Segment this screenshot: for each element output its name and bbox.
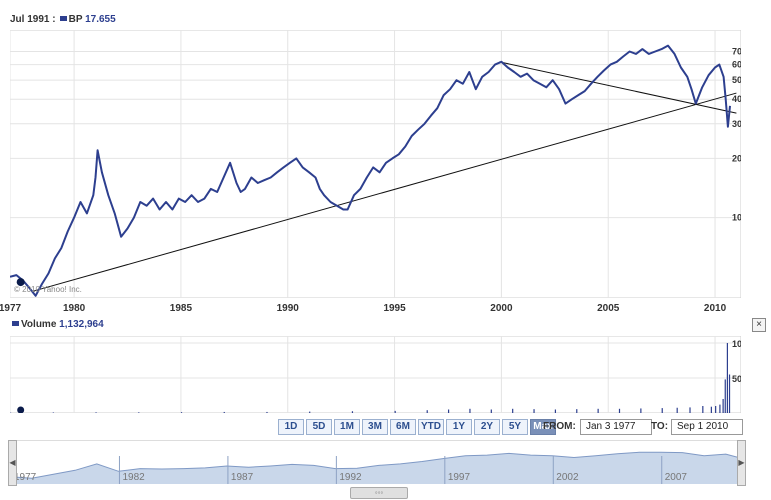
volume-bar <box>469 408 471 413</box>
volume-value: 1,132,964 <box>59 319 104 330</box>
legend-symbol: BP <box>68 14 83 25</box>
navigator-year-label: 2002 <box>556 472 579 483</box>
volume-bar <box>512 408 514 413</box>
volume-bar <box>426 410 428 413</box>
volume-bar <box>722 399 724 413</box>
trendline <box>499 61 737 114</box>
nav-right-handle[interactable]: ▶ <box>737 440 746 486</box>
volume-bar <box>266 411 268 413</box>
navigator-year-label: 1992 <box>339 472 362 483</box>
x-axis: 1977 1980 1985 1990 1995 2000 2005 2010 <box>0 303 727 314</box>
volume-bar <box>309 411 311 413</box>
volume-bar <box>661 408 663 413</box>
volume-bar <box>95 412 97 413</box>
price-plot-area <box>10 30 741 298</box>
range-button-6m[interactable]: 6M <box>390 419 416 435</box>
volume-series-swatch <box>12 321 19 327</box>
navigator-chart[interactable]: 1977 1982 1987 1992 1997 2002 2007 <box>10 440 741 484</box>
price-chart[interactable]: 10 20 30 40 50 60 70 © 2010 Yahoo! Inc. <box>10 30 741 298</box>
navigator-line <box>10 451 741 479</box>
copyright-text: © 2010 Yahoo! Inc. <box>14 285 82 294</box>
navigator-year-label: 1977 <box>14 472 37 483</box>
volume-tick-label: 50M <box>732 374 741 384</box>
volume-bar <box>394 410 396 413</box>
y-tick-label: 70 <box>732 46 741 56</box>
volume-event-marker <box>17 406 25 413</box>
x-tick-label: 1985 <box>170 303 193 314</box>
volume-plot-area <box>10 336 741 413</box>
trendline <box>31 92 737 293</box>
y-tick-label: 40 <box>732 94 741 104</box>
navigator-year-label: 1982 <box>122 472 145 483</box>
volume-bar <box>726 343 728 413</box>
volume-bar <box>533 409 535 413</box>
navigator-scrollbar[interactable]: ◦◦◦ <box>350 487 408 499</box>
y-tick-label: 60 <box>732 60 741 70</box>
range-button-5y[interactable]: 5Y <box>502 419 528 435</box>
range-button-1d[interactable]: 1D <box>278 419 304 435</box>
volume-bar <box>702 406 704 413</box>
legend-value: 17.655 <box>85 14 116 25</box>
navigator-year-label: 1987 <box>231 472 254 483</box>
range-button-1y[interactable]: 1Y <box>446 419 472 435</box>
y-tick-label: 50 <box>732 75 741 85</box>
navigator-year-label: 2007 <box>665 472 688 483</box>
volume-bar <box>351 411 354 413</box>
volume-bar <box>490 409 492 413</box>
volume-bar <box>710 406 712 413</box>
volume-tick-label: 100M <box>732 339 741 349</box>
volume-bar <box>618 408 621 413</box>
bp-series-swatch <box>59 16 67 22</box>
price-legend: Jul 1991 : BP 17.655 <box>10 14 116 25</box>
volume-bar <box>715 406 717 413</box>
range-button-max[interactable]: Max <box>530 419 556 435</box>
volume-label: Volume <box>21 319 57 330</box>
legend-date: Jul 1991 : <box>10 14 56 25</box>
volume-bar <box>676 407 678 413</box>
event-marker <box>16 278 25 287</box>
volume-bar <box>719 404 721 413</box>
volume-legend: Volume 1,132,964 <box>12 319 104 330</box>
from-label: FROM: <box>543 421 576 432</box>
x-tick-label: 1990 <box>277 303 300 314</box>
volume-bar <box>223 411 225 413</box>
volume-bar <box>689 407 691 413</box>
volume-bar <box>447 409 450 413</box>
x-tick-label: 2000 <box>490 303 513 314</box>
range-button-2y[interactable]: 2Y <box>474 419 500 435</box>
range-button-3m[interactable]: 3M <box>362 419 388 435</box>
bp-price-line <box>10 44 731 297</box>
y-tick-label: 30 <box>732 119 741 129</box>
x-tick-label: 2005 <box>597 303 620 314</box>
nav-left-handle[interactable]: ◀ <box>8 440 17 486</box>
x-tick-label: 1995 <box>383 303 406 314</box>
x-tick-label: 1980 <box>63 303 86 314</box>
from-date-input[interactable]: Jan 3 1977 <box>580 419 652 435</box>
volume-bar <box>576 409 578 413</box>
volume-bar <box>138 412 140 413</box>
to-label: TO: <box>651 421 669 432</box>
volume-bar <box>728 374 731 413</box>
to-date-input[interactable]: Sep 1 2010 <box>671 419 743 435</box>
volume-bar <box>52 412 54 413</box>
y-tick-label: 20 <box>732 153 741 163</box>
navigator-fill <box>10 452 741 484</box>
volume-chart[interactable]: 50M 100M <box>10 336 741 413</box>
range-button-ytd[interactable]: YTD <box>418 419 444 435</box>
volume-bar <box>554 409 557 413</box>
range-selector: 1D 5D 1M 3M 6M YTD 1Y 2Y 5Y Max <box>278 419 558 435</box>
navigator-year-label: 1997 <box>448 472 471 483</box>
x-tick-label: 1977 <box>0 303 22 314</box>
volume-bar <box>724 379 726 413</box>
close-volume-button[interactable]: × <box>752 318 766 332</box>
range-button-1m[interactable]: 1M <box>334 419 360 435</box>
volume-bar <box>640 408 642 413</box>
x-tick-label: 2010 <box>704 303 727 314</box>
y-tick-label: 10 <box>732 213 741 223</box>
volume-bar <box>597 408 599 413</box>
range-button-5d[interactable]: 5D <box>306 419 332 435</box>
volume-bar <box>180 412 183 413</box>
